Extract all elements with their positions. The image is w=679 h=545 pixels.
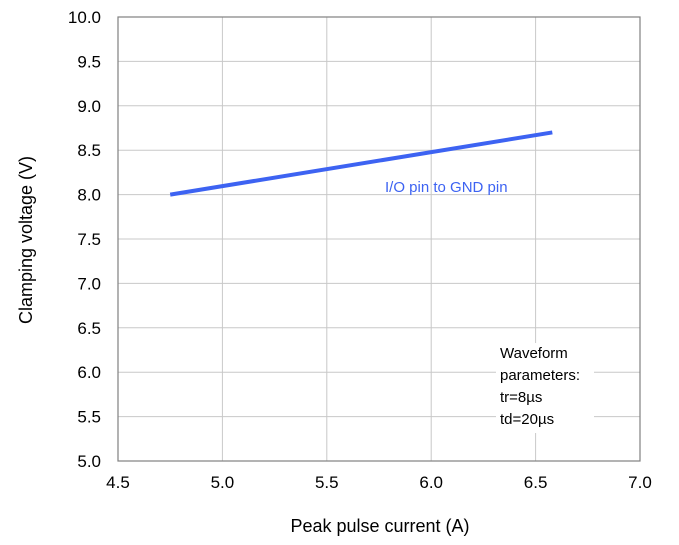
y-tick-label: 9.0 bbox=[77, 97, 101, 116]
y-axis-ticks: 5.0 5.5 6.0 6.5 7.0 7.5 8.0 8.5 9.0 9.5 10.0 bbox=[68, 8, 101, 471]
plot-frame bbox=[117, 16, 641, 462]
y-tick-label: 5.0 bbox=[77, 452, 101, 471]
x-tick-label: 6.0 bbox=[419, 473, 443, 492]
x-tick-label: 5.0 bbox=[211, 473, 235, 492]
y-tick-label: 5.5 bbox=[77, 408, 101, 427]
y-tick-label: 8.5 bbox=[77, 141, 101, 160]
series-line bbox=[169, 130, 553, 197]
x-tick-label: 7.0 bbox=[628, 473, 652, 492]
annotation-line-2: parameters: bbox=[500, 367, 580, 384]
y-tick-label: 6.5 bbox=[77, 319, 101, 338]
y-tick-label: 7.5 bbox=[77, 230, 101, 249]
series-group bbox=[169, 130, 553, 197]
y-tick-label: 8.0 bbox=[77, 186, 101, 205]
x-tick-label: 6.5 bbox=[524, 473, 548, 492]
series-label: I/O pin to GND pin bbox=[385, 179, 508, 196]
x-tick-label: 4.5 bbox=[106, 473, 130, 492]
y-tick-label: 6.0 bbox=[77, 363, 101, 382]
x-axis-ticks: 4.5 5.0 5.5 6.0 6.5 7.0 bbox=[106, 473, 652, 492]
annotation-line-3: tr=8µs bbox=[500, 389, 542, 406]
y-axis-title: Clamping voltage (V) bbox=[16, 156, 36, 324]
annotation-box bbox=[496, 343, 594, 433]
x-axis-title: Peak pulse current (A) bbox=[290, 516, 469, 536]
y-tick-label: 10.0 bbox=[68, 8, 101, 27]
annotation-line-1: Waveform bbox=[500, 345, 568, 362]
annotation-line-4: td=20µs bbox=[500, 411, 554, 428]
y-tick-label: 9.5 bbox=[77, 52, 101, 71]
x-tick-label: 5.5 bbox=[315, 473, 339, 492]
y-tick-label: 7.0 bbox=[77, 274, 101, 293]
